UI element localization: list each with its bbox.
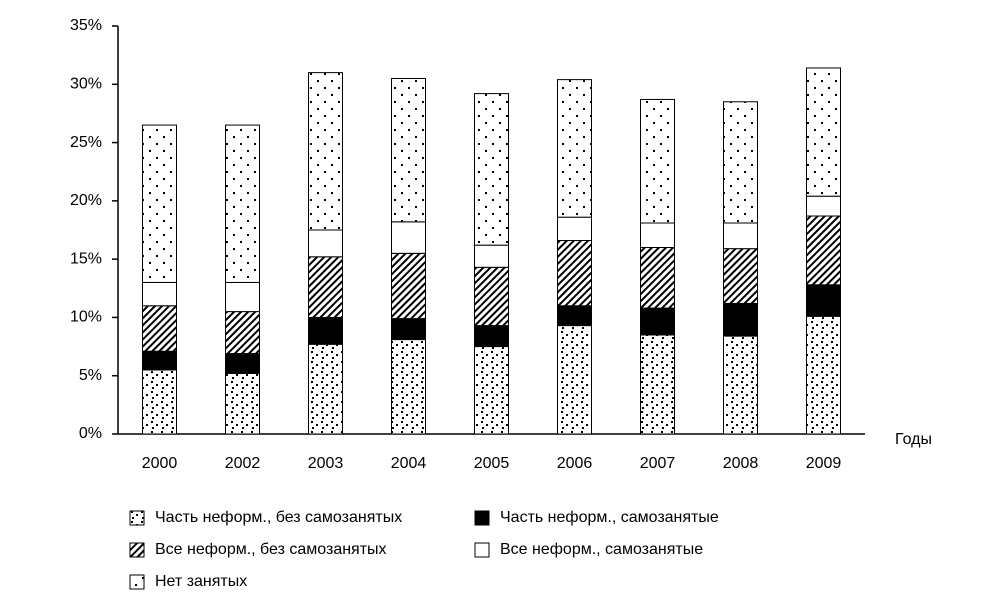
bar-segment [391,339,426,435]
bar-segment [391,221,426,254]
legend-swatch [129,574,145,590]
bar-segment [806,67,841,197]
x-axis-label: Годы [895,431,932,448]
bar-segment [640,334,675,435]
bar-segment [142,350,177,371]
bar-segment [557,239,592,307]
bar-segment [640,246,675,309]
legend-swatch [129,542,145,558]
y-tick-label: 0% [79,425,102,442]
x-tick-label: 2005 [474,455,510,472]
bar-segment [308,229,343,258]
x-tick-label: 2004 [391,455,427,472]
bar-segment [142,369,177,435]
legend-label: Все неформ., без самозанятых [155,541,387,558]
bar-segment [308,316,343,345]
y-tick-label: 5% [79,367,102,384]
y-tick-label: 35% [70,17,102,34]
bar-segment [308,256,343,318]
bar-segment [557,325,592,435]
y-tick-label: 30% [70,76,102,93]
bar-segment [806,195,841,217]
x-tick-label: 2007 [640,455,676,472]
bar-segment [308,343,343,435]
x-tick-label: 2002 [225,455,261,472]
bar-segment [474,93,509,246]
legend-label: Нет занятых [155,573,247,590]
bar-segment [391,77,426,223]
bar-segment [225,311,260,355]
bar-segment [391,252,426,320]
bar-segment [806,215,841,286]
bar-segment [806,315,841,435]
x-tick-label: 2000 [142,455,178,472]
legend-label: Часть неформ., самозанятые [500,509,719,526]
y-tick-label: 25% [70,134,102,151]
bar-segment [640,222,675,248]
legend-swatch [474,510,490,526]
bar-segment [723,335,758,435]
bar-segment [557,305,592,327]
x-tick-label: 2003 [308,455,344,472]
bar-segment [142,305,177,352]
legend-swatch [474,542,490,558]
x-tick-label: 2008 [723,455,759,472]
bar-segment [308,72,343,231]
bar-segment [640,98,675,224]
y-tick-label: 20% [70,192,102,209]
bar-segment [391,318,426,341]
bar-segment [723,248,758,304]
legend-label: Часть неформ., без самозанятых [155,509,402,526]
bar-segment [557,79,592,218]
bar-segment [557,216,592,241]
bar-segment [474,244,509,268]
bar-segment [225,353,260,374]
bar-segment [806,284,841,317]
x-tick-label: 2009 [806,455,842,472]
y-tick-label: 10% [70,309,102,326]
y-tick-label: 15% [70,250,102,267]
bar-segment [142,281,177,307]
bar-segment [474,346,509,435]
bar-segment [474,266,509,327]
bar-segment [225,281,260,313]
bar-segment [225,124,260,283]
bar-segment [640,307,675,336]
x-tick-label: 2006 [557,455,593,472]
bar-segment [225,372,260,435]
bar-segment [723,302,758,337]
legend-label: Все неформ., самозанятые [500,541,703,558]
bar-segment [723,222,758,250]
bar-segment [723,101,758,224]
bar-segment [142,124,177,283]
legend-swatch [129,510,145,526]
bar-segment [474,325,509,348]
